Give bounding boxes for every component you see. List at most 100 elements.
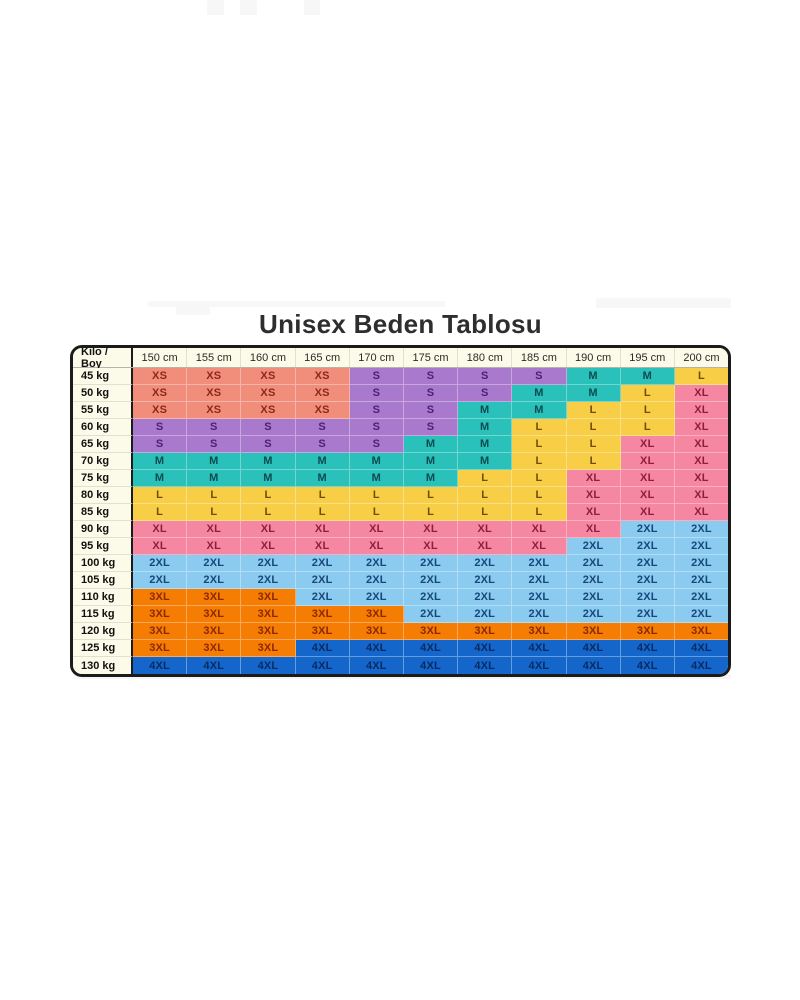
- size-cell: XL: [403, 538, 459, 555]
- table-row: 65 kg S S S S S M M L L XL XL: [73, 436, 728, 453]
- size-cell: 3XL: [187, 640, 242, 657]
- column-header: 195 cm: [620, 348, 675, 367]
- size-cell: XL: [133, 538, 188, 555]
- table-row: 120 kg 3XL 3XL 3XL 3XL 3XL 3XL 3XL 3XL 3XL 3XL 3XL: [73, 623, 728, 640]
- size-cell: XL: [674, 504, 728, 521]
- size-cell: XL: [295, 538, 350, 555]
- size-cell: 2XL: [620, 521, 675, 538]
- size-cell: XL: [295, 521, 350, 538]
- size-cell: M: [566, 385, 621, 402]
- size-cell: L: [241, 487, 296, 504]
- table-row: 115 kg 3XL 3XL 3XL 3XL 3XL 2XL 2XL 2XL 2XL 2XL 2XL: [73, 606, 728, 623]
- column-header: 180 cm: [458, 348, 513, 367]
- row-label: 45 kg: [73, 368, 133, 385]
- size-cell: M: [133, 453, 188, 470]
- size-cell: 4XL: [512, 657, 567, 674]
- size-cell: 3XL: [241, 640, 296, 657]
- size-cell: 4XL: [187, 657, 242, 674]
- table-row: 110 kg 3XL 3XL 3XL 2XL 2XL 2XL 2XL 2XL 2XL 2XL 2XL: [73, 589, 728, 606]
- size-cell: M: [349, 453, 404, 470]
- row-label: 85 kg: [73, 504, 133, 521]
- size-cell: 4XL: [674, 640, 728, 657]
- size-cell: 3XL: [458, 623, 513, 640]
- size-cell: S: [241, 419, 296, 436]
- size-cell: M: [566, 368, 621, 385]
- table-row: 100 kg 2XL 2XL 2XL 2XL 2XL 2XL 2XL 2XL 2XL 2XL 2XL: [73, 555, 728, 572]
- table-row: 90 kg XL XL XL XL XL XL XL XL XL 2XL 2XL: [73, 521, 728, 538]
- size-cell: XL: [133, 521, 188, 538]
- size-cell: 3XL: [295, 623, 350, 640]
- table-row: 70 kg M M M M M M M L L XL XL: [73, 453, 728, 470]
- size-cell: 2XL: [566, 606, 621, 623]
- size-cell: XL: [674, 419, 728, 436]
- size-cell: XL: [458, 538, 513, 555]
- size-cell: S: [349, 368, 404, 385]
- size-cell: XL: [187, 521, 242, 538]
- column-header: 155 cm: [187, 348, 242, 367]
- size-cell: 4XL: [403, 640, 459, 657]
- size-cell: 4XL: [349, 657, 404, 674]
- size-cell: L: [674, 368, 728, 385]
- row-label: 120 kg: [73, 623, 133, 640]
- watermark-artifact: [207, 0, 224, 15]
- size-cell: 2XL: [620, 606, 675, 623]
- size-cell: L: [133, 487, 188, 504]
- size-cell: 2XL: [620, 555, 675, 572]
- table-row: 55 kg XS XS XS XS S S M M L L XL: [73, 402, 728, 419]
- size-cell: XL: [674, 470, 728, 487]
- row-label: 95 kg: [73, 538, 133, 555]
- column-header: 160 cm: [241, 348, 296, 367]
- size-cell: 2XL: [512, 572, 567, 589]
- size-cell: 3XL: [241, 623, 296, 640]
- size-cell: S: [349, 402, 404, 419]
- size-cell: 4XL: [458, 640, 513, 657]
- size-cell: M: [458, 402, 513, 419]
- row-label: 110 kg: [73, 589, 133, 606]
- row-label: 90 kg: [73, 521, 133, 538]
- size-cell: XL: [349, 521, 404, 538]
- column-header: 185 cm: [512, 348, 567, 367]
- size-cell: L: [403, 504, 459, 521]
- size-cell: S: [241, 436, 296, 453]
- size-cell: M: [512, 385, 567, 402]
- size-cell: 2XL: [512, 589, 567, 606]
- table-row: 85 kg L L L L L L L L XL XL XL: [73, 504, 728, 521]
- size-cell: 2XL: [566, 572, 621, 589]
- size-cell: S: [403, 385, 459, 402]
- column-header: 150 cm: [133, 348, 188, 367]
- size-cell: M: [295, 453, 350, 470]
- row-label: 125 kg: [73, 640, 133, 657]
- size-cell: 2XL: [349, 589, 404, 606]
- size-cell: 2XL: [512, 555, 567, 572]
- size-cell: XL: [566, 521, 621, 538]
- watermark-artifact: [304, 0, 320, 15]
- size-cell: 4XL: [403, 657, 459, 674]
- size-cell: 2XL: [349, 572, 404, 589]
- size-cell: 2XL: [349, 555, 404, 572]
- size-cell: S: [133, 436, 188, 453]
- size-cell: XL: [620, 436, 675, 453]
- row-label: 100 kg: [73, 555, 133, 572]
- row-label: 70 kg: [73, 453, 133, 470]
- size-cell: M: [512, 402, 567, 419]
- size-cell: L: [241, 504, 296, 521]
- watermark-artifact: [240, 0, 257, 15]
- size-cell: 3XL: [133, 589, 188, 606]
- size-cell: 2XL: [566, 555, 621, 572]
- size-cell: 4XL: [566, 657, 621, 674]
- size-cell: M: [620, 368, 675, 385]
- table-row: 95 kg XL XL XL XL XL XL XL XL 2XL 2XL 2XL: [73, 538, 728, 555]
- size-cell: XL: [187, 538, 242, 555]
- size-cell: 3XL: [295, 606, 350, 623]
- row-label: 60 kg: [73, 419, 133, 436]
- size-cell: M: [349, 470, 404, 487]
- column-header: 175 cm: [403, 348, 459, 367]
- size-cell: 3XL: [187, 606, 242, 623]
- size-cell: M: [458, 419, 513, 436]
- size-cell: L: [566, 419, 621, 436]
- size-cell: 4XL: [620, 640, 675, 657]
- watermark-artifact: [176, 307, 210, 315]
- size-cell: XS: [241, 368, 296, 385]
- table-row: 105 kg 2XL 2XL 2XL 2XL 2XL 2XL 2XL 2XL 2XL 2XL 2XL: [73, 572, 728, 589]
